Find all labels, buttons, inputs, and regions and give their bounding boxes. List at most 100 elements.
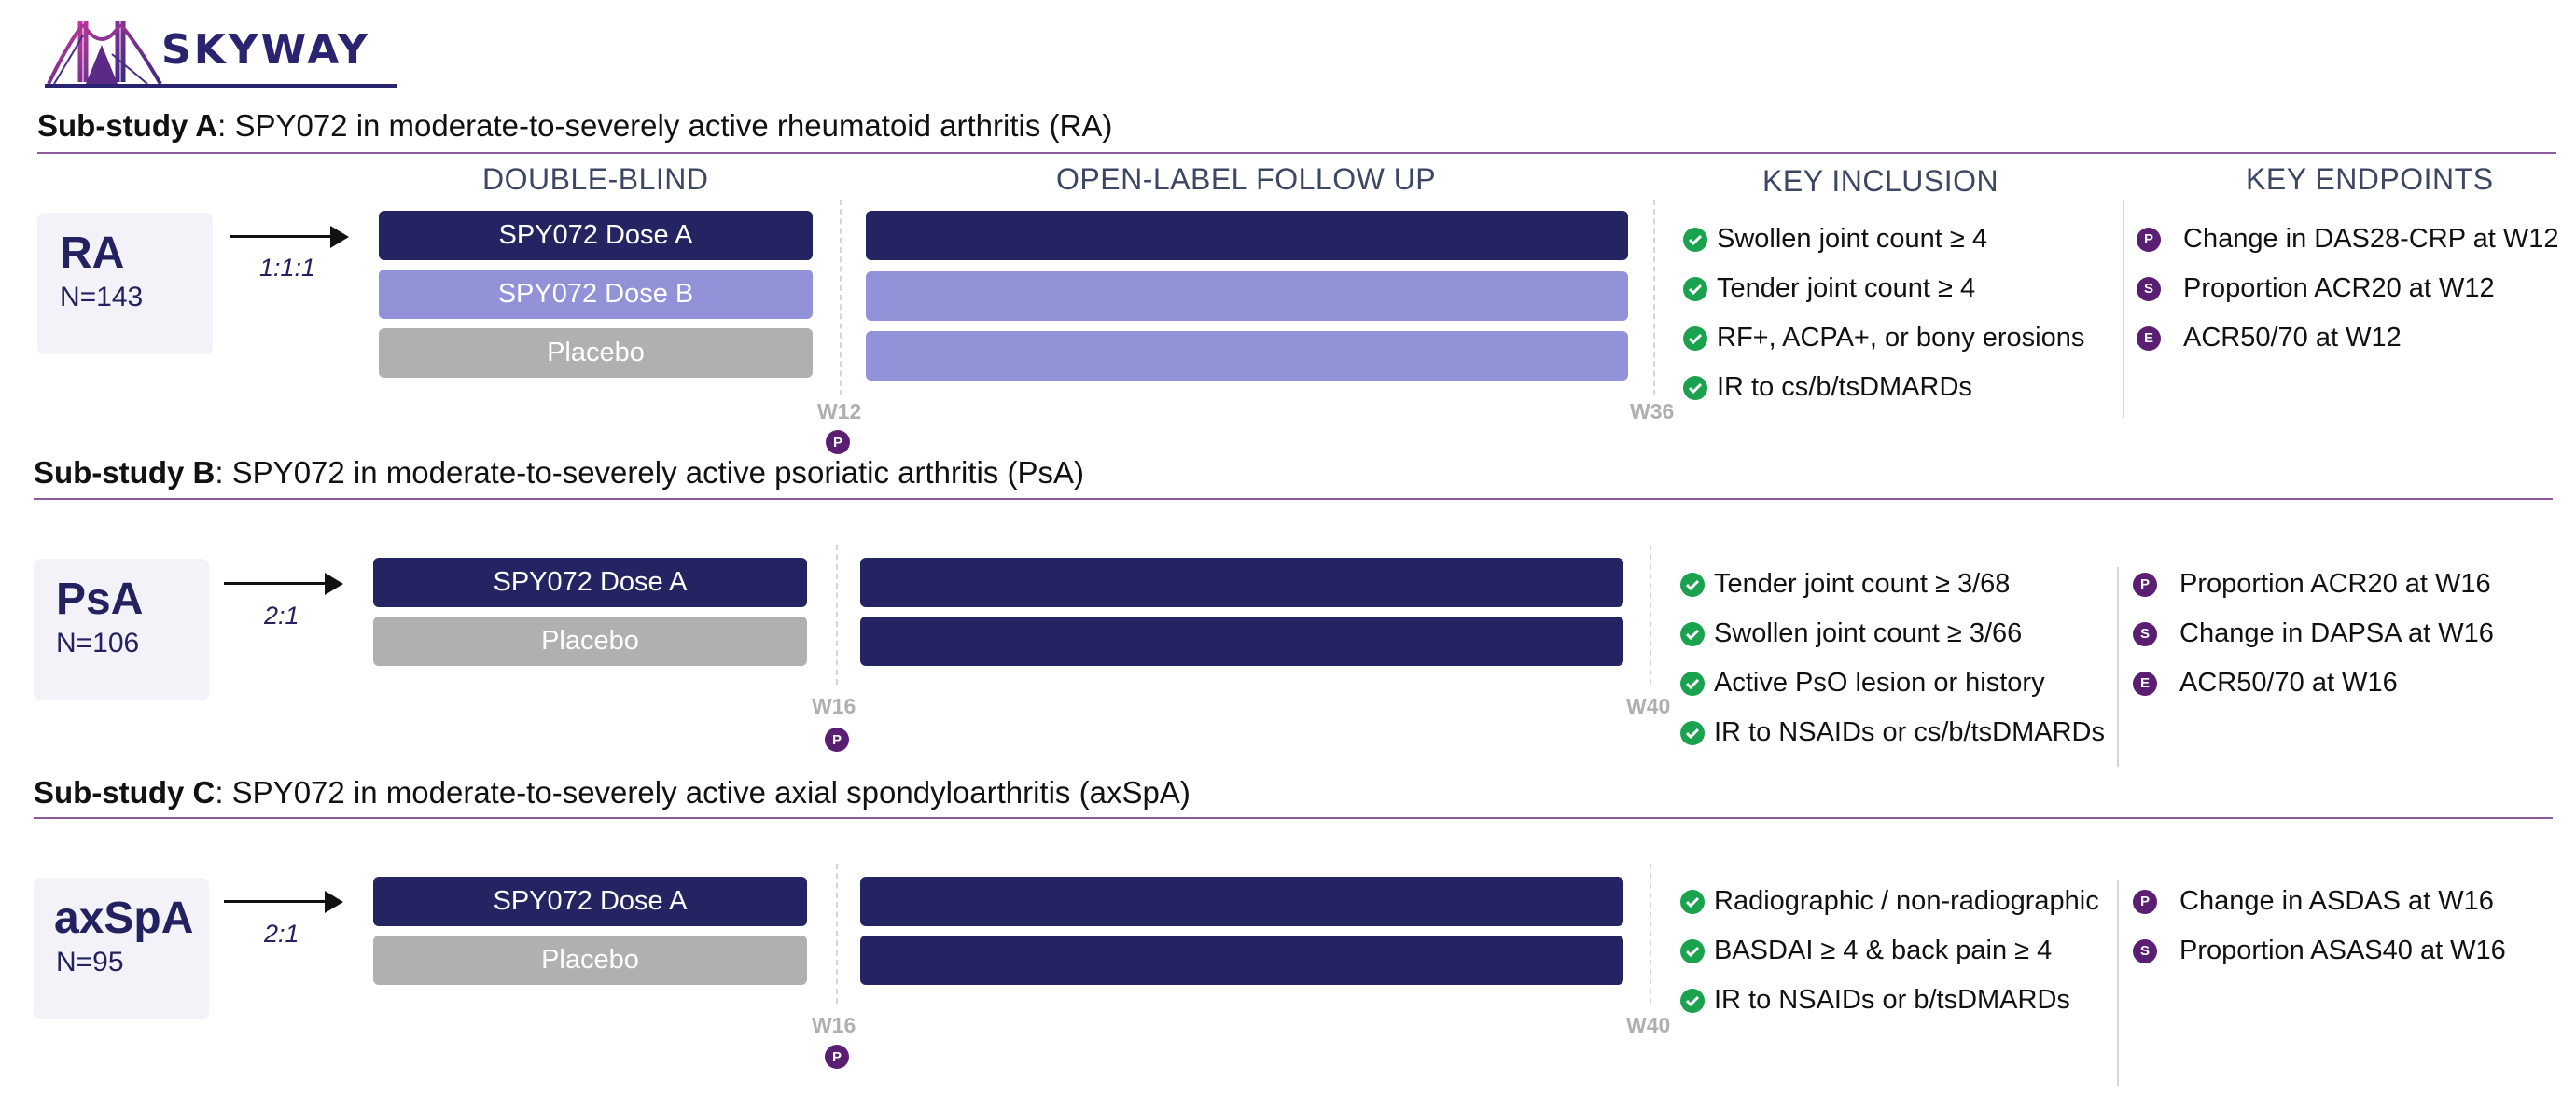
inclusion-item: Radiographic / non-radiographic	[1680, 886, 2099, 917]
randomization-ratio: 2:1	[264, 920, 299, 948]
endpoint-text: ACR50/70 at W16	[2179, 668, 2398, 698]
endpoint-item: E ACR50/70 at W12	[2137, 323, 2402, 353]
column-divider	[2117, 567, 2119, 767]
randomization-arrow	[224, 900, 328, 903]
study-title-bold: Sub-study C	[34, 775, 216, 810]
arrow-head-icon	[325, 573, 343, 595]
inclusion-text: Swollen joint count ≥ 4	[1717, 224, 1987, 254]
primary-endpoint-marker: P	[826, 430, 850, 454]
population-name: RA	[60, 229, 125, 278]
randomization-ratio: 1:1:1	[259, 254, 316, 282]
study-title: Sub-study B: SPY072 in moderate-to-sever…	[34, 455, 1084, 491]
randomization-arrow	[230, 235, 334, 238]
column-divider	[2117, 880, 2119, 1086]
inclusion-text: Radiographic / non-radiographic	[1714, 886, 2099, 916]
followup-bar	[866, 211, 1628, 260]
population-n: N=106	[56, 628, 140, 658]
inclusion-text: RF+, ACPA+, or bony erosions	[1717, 323, 2085, 353]
followup-bar	[866, 331, 1628, 381]
endpoint-marker: S	[2133, 938, 2157, 963]
arm-bar: Placebo	[379, 328, 813, 378]
followup-bar	[860, 617, 1623, 666]
endpoint-text: Proportion ACR20 at W16	[2179, 569, 2491, 599]
study-title: Sub-study C: SPY072 in moderate-to-sever…	[34, 775, 1191, 811]
study-title-bold: Sub-study A	[37, 108, 218, 143]
endpoint-item: P Change in ASDAS at W16	[2133, 886, 2494, 917]
followup-bar	[866, 271, 1628, 321]
study-title: Sub-study A: SPY072 in moderate-to-sever…	[37, 108, 1112, 144]
section-divider	[34, 817, 2553, 819]
inclusion-item: Swollen joint count ≥ 4	[1683, 224, 1987, 255]
endpoint-text: Change in ASDAS at W16	[2179, 886, 2494, 916]
study-title-rest: : SPY072 in moderate-to-severely active …	[217, 108, 1113, 143]
inclusion-item: Swollen joint count ≥ 3/66	[1680, 618, 2022, 649]
inclusion-item: Active PsO lesion or history	[1680, 668, 2045, 699]
inclusion-text: BASDAI ≥ 4 & back pain ≥ 4	[1714, 936, 2053, 965]
week-label-end: W40	[1626, 694, 1671, 718]
header-open-label: OPEN-LABEL FOLLOW UP	[1056, 162, 1437, 196]
population-box: PsA N=106	[34, 559, 209, 700]
endpoint-text: Proportion ACR20 at W12	[2183, 273, 2495, 303]
inclusion-text: IR to NSAIDs or b/tsDMARDs	[1714, 985, 2070, 1015]
section-divider	[37, 152, 2556, 154]
check-icon	[1683, 375, 1707, 400]
randomization-ratio: 2:1	[264, 602, 299, 630]
arm-bar: SPY072 Dose A	[379, 211, 813, 260]
timepoint-line-start	[840, 200, 842, 395]
population-n: N=95	[56, 947, 124, 977]
endpoint-item: S Change in DAPSA at W16	[2133, 618, 2494, 649]
check-icon	[1680, 572, 1705, 597]
check-icon	[1683, 276, 1707, 301]
endpoint-item: E ACR50/70 at W16	[2133, 668, 2398, 699]
study-title-rest: : SPY072 in moderate-to-severely active …	[215, 775, 1191, 810]
inclusion-text: Tender joint count ≥ 3/68	[1714, 569, 2011, 599]
week-label-start: W16	[812, 1013, 856, 1037]
arm-bar: SPY072 Dose A	[373, 558, 807, 607]
inclusion-item: IR to NSAIDs or b/tsDMARDs	[1680, 985, 2070, 1016]
timepoint-line-end	[1650, 864, 1651, 1004]
endpoint-marker: S	[2137, 276, 2161, 301]
arm-bar: Placebo	[373, 617, 807, 666]
inclusion-text: IR to NSAIDs or cs/b/tsDMARDs	[1714, 717, 2105, 747]
population-box: axSpA N=95	[34, 878, 209, 1019]
inclusion-text: Tender joint count ≥ 4	[1717, 273, 1976, 303]
week-label-end: W40	[1626, 1013, 1671, 1037]
arrow-head-icon	[325, 891, 343, 913]
population-name: PsA	[56, 575, 144, 624]
header-double-blind: DOUBLE-BLIND	[482, 162, 709, 196]
inclusion-text: IR to cs/b/tsDMARDs	[1717, 372, 1972, 402]
followup-bar	[860, 558, 1623, 607]
timepoint-line-start	[836, 864, 838, 1004]
timepoint-line-start	[836, 545, 838, 685]
arm-bar: Placebo	[373, 936, 807, 985]
study-title-bold: Sub-study B	[34, 455, 216, 490]
endpoint-text: Change in DAS28-CRP at W12	[2183, 224, 2559, 254]
logo-underline	[45, 84, 397, 88]
endpoint-item: S Proportion ACR20 at W12	[2137, 273, 2495, 304]
header-key-endpoints: KEY ENDPOINTS	[2246, 162, 2494, 196]
endpoint-text: Proportion ASAS40 at W16	[2179, 936, 2506, 965]
endpoint-item: S Proportion ASAS40 at W16	[2133, 936, 2506, 966]
endpoint-item: P Change in DAS28-CRP at W12	[2137, 224, 2558, 255]
endpoint-marker: P	[2133, 572, 2157, 597]
endpoint-marker: E	[2133, 671, 2157, 696]
inclusion-item: Tender joint count ≥ 4	[1683, 273, 1975, 304]
column-divider	[2123, 200, 2124, 418]
week-label-end: W36	[1630, 399, 1675, 423]
endpoint-marker: P	[2133, 889, 2157, 914]
inclusion-item: BASDAI ≥ 4 & back pain ≥ 4	[1680, 936, 2052, 966]
bridge-icon	[47, 21, 162, 85]
arrow-head-icon	[330, 226, 349, 248]
skyway-logo: SKYWAY	[45, 17, 399, 90]
inclusion-item: IR to cs/b/tsDMARDs	[1683, 372, 1972, 403]
week-label-start: W16	[812, 694, 856, 718]
population-n: N=143	[60, 282, 144, 312]
study-title-rest: : SPY072 in moderate-to-severely active …	[215, 455, 1085, 490]
followup-bar	[860, 936, 1623, 985]
check-icon	[1680, 671, 1705, 696]
check-icon	[1680, 621, 1705, 646]
inclusion-text: Swollen joint count ≥ 3/66	[1714, 618, 2023, 648]
inclusion-item: IR to NSAIDs or cs/b/tsDMARDs	[1680, 717, 2105, 748]
inclusion-text: Active PsO lesion or history	[1714, 668, 2045, 698]
endpoint-marker: P	[2137, 227, 2161, 252]
